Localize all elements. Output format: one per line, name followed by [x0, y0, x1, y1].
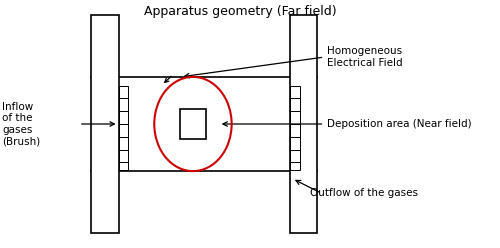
Bar: [118, 162, 128, 170]
Bar: [290, 150, 300, 162]
Bar: [118, 111, 128, 124]
Bar: [118, 150, 128, 162]
Bar: [290, 86, 300, 98]
Text: Inflow
of the
gases
(Brush): Inflow of the gases (Brush): [2, 102, 40, 146]
Bar: [290, 137, 300, 150]
Bar: [118, 98, 128, 111]
Bar: [118, 124, 128, 137]
Bar: [118, 86, 128, 98]
Bar: [180, 109, 206, 139]
Bar: [290, 98, 300, 111]
Bar: [92, 15, 118, 233]
Text: Homogeneous
Electrical Field: Homogeneous Electrical Field: [327, 46, 402, 68]
Text: Apparatus geometry (Far field): Apparatus geometry (Far field): [144, 5, 336, 18]
Bar: [290, 15, 317, 233]
Bar: [290, 124, 300, 137]
Bar: [290, 111, 300, 124]
Text: Deposition area (Near field): Deposition area (Near field): [327, 119, 472, 129]
Bar: [118, 137, 128, 150]
Bar: [290, 162, 300, 170]
Text: Outflow of the gases: Outflow of the gases: [310, 188, 418, 198]
